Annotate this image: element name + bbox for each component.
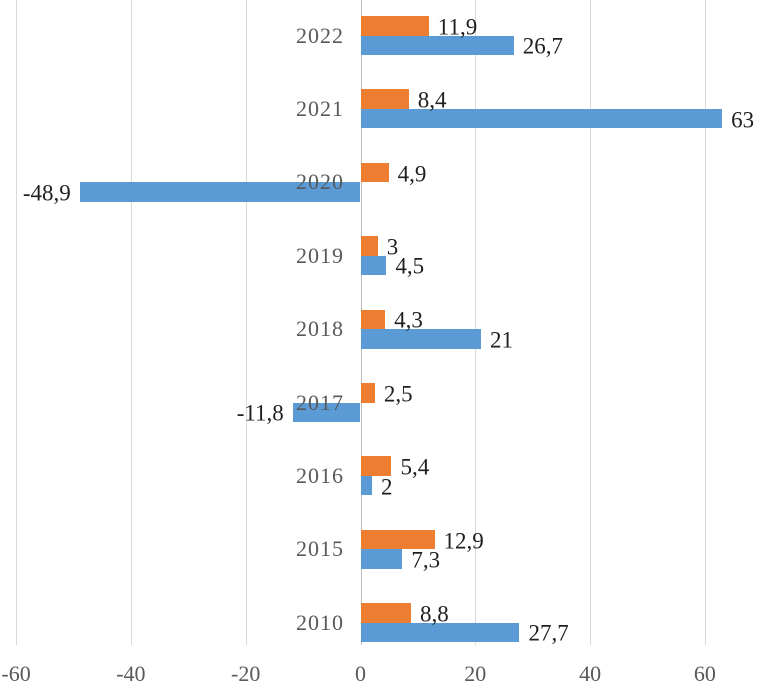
- blue-data-label-2010: 27,7: [528, 620, 569, 646]
- blue-data-label-2015: 7,3: [411, 547, 441, 573]
- orange-bar-2016: [360, 456, 392, 476]
- orange-data-label-2010: 8,8: [420, 601, 449, 627]
- x-tick-label--60: -60: [1, 661, 31, 686]
- blue-data-label-2020: -48,9: [22, 180, 71, 206]
- orange-data-label-2015: 12,9: [443, 528, 484, 554]
- orange-bar-2017: [360, 383, 375, 403]
- category-label-2018: 2018: [296, 316, 344, 342]
- orange-bar-2021: [360, 89, 409, 109]
- blue-data-label-2021: 63: [731, 107, 755, 133]
- gridline: [590, 0, 592, 645]
- orange-data-label-2019: 3: [386, 234, 399, 260]
- x-tick-label-0: 0: [355, 661, 366, 686]
- blue-bar-2016: [360, 475, 372, 496]
- orange-bar-2019: [360, 236, 378, 256]
- blue-data-label-2018: 21: [490, 327, 514, 353]
- blue-data-label-2016: 2: [380, 474, 393, 500]
- x-tick-label--20: -20: [231, 661, 261, 686]
- blue-bar-2021: [360, 108, 723, 129]
- orange-bar-2020: [360, 162, 389, 183]
- blue-bar-2015: [360, 549, 403, 569]
- orange-data-label-2018: 4,3: [394, 307, 423, 333]
- gridline: [245, 0, 247, 645]
- orange-bar-2015: [360, 529, 435, 550]
- blue-data-label-2019: 4,5: [395, 253, 425, 279]
- blue-bar-2017: [292, 402, 361, 422]
- gridline: [16, 0, 18, 645]
- gridline: [130, 0, 132, 645]
- orange-bar-2018: [360, 309, 386, 330]
- category-label-2017: 2017: [296, 389, 344, 415]
- orange-data-label-2021: 8,4: [417, 87, 447, 113]
- blue-bar-2010: [360, 622, 520, 643]
- blue-bar-2018: [360, 329, 482, 349]
- orange-bar-2022: [360, 16, 429, 36]
- x-tick-label--40: -40: [116, 661, 146, 686]
- gridline: [704, 0, 706, 645]
- blue-bar-2019: [360, 255, 387, 276]
- category-label-2021: 2021: [296, 95, 344, 121]
- category-label-2010: 2010: [296, 609, 344, 635]
- orange-bar-2010: [360, 603, 411, 623]
- orange-data-label-2016: 5,4: [400, 454, 430, 480]
- category-label-2016: 2016: [296, 462, 344, 488]
- x-tick-label-20: 20: [464, 661, 487, 686]
- blue-bar-2022: [360, 35, 514, 55]
- blue-bar-2020: [79, 182, 361, 202]
- blue-data-label-2022: 26,7: [522, 33, 563, 59]
- orange-data-label-2022: 11,9: [437, 14, 478, 40]
- category-label-2015: 2015: [296, 536, 344, 562]
- x-tick-label-40: 40: [579, 661, 602, 686]
- blue-data-label-2017: -11,8: [236, 400, 284, 426]
- gridline: [475, 0, 477, 645]
- category-label-2020: 2020: [296, 169, 344, 195]
- orange-data-label-2020: 4,9: [397, 161, 427, 187]
- category-label-2019: 2019: [296, 242, 344, 268]
- x-tick-label-60: 60: [693, 661, 716, 686]
- category-label-2022: 2022: [296, 22, 344, 48]
- orange-data-label-2017: 2,5: [383, 381, 413, 407]
